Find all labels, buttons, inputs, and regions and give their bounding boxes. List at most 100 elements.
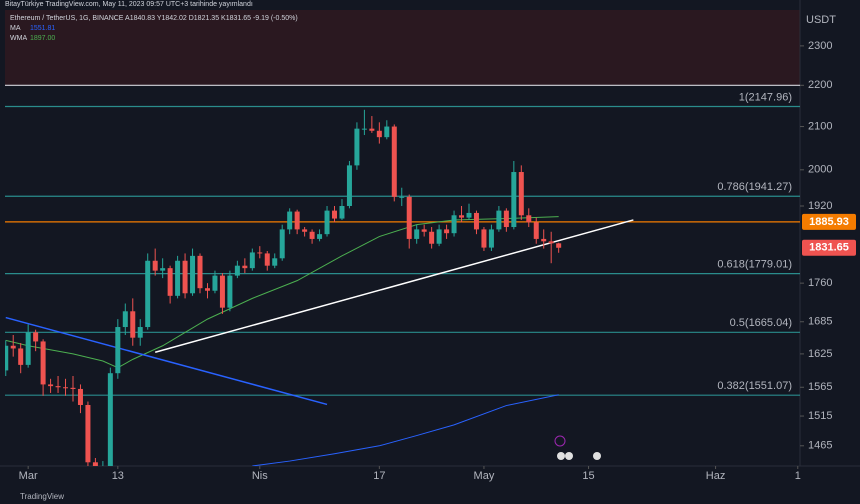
x-tick-label: 1: [795, 470, 801, 482]
candle-body: [48, 384, 54, 387]
candle-body: [227, 275, 233, 308]
candle-body: [488, 229, 494, 248]
x-tick-label: 15: [582, 470, 594, 482]
candle-body: [10, 345, 16, 349]
candle-body: [444, 229, 450, 234]
candle-body: [503, 210, 509, 228]
candle-body: [339, 205, 345, 219]
candle-body: [115, 327, 121, 374]
y-tick-label: 1515: [808, 410, 832, 422]
y-tick-label: 1565: [808, 381, 832, 393]
candle-body: [130, 311, 136, 338]
candle-body: [18, 348, 24, 365]
candle-body: [5, 345, 9, 371]
candle-body: [399, 196, 405, 198]
y-tick-label: 1920: [808, 200, 832, 212]
candle-body: [219, 275, 225, 308]
candle-body: [234, 265, 240, 276]
candle-body: [466, 212, 472, 218]
candle-body: [249, 252, 255, 269]
candle-body: [137, 327, 143, 338]
candle-body: [376, 130, 382, 138]
candle-body: [85, 404, 91, 463]
candle-body: [429, 231, 435, 244]
indicator-value: 1897.00: [30, 35, 55, 42]
candle-body: [167, 268, 173, 296]
candle-body: [406, 196, 412, 239]
candle-body: [70, 387, 76, 389]
plot: 1(2147.96) 0.786(1941.27) 0.618(1779.01) 0.…: [5, 84, 800, 473]
candle-body: [242, 265, 248, 269]
candle-body: [324, 210, 330, 235]
candle-body: [548, 241, 554, 244]
y-tick-label: 1760: [808, 277, 832, 289]
candle-body: [481, 229, 487, 248]
y-tick-label: 1465: [808, 440, 832, 452]
candle-body: [309, 231, 315, 239]
candle-body: [204, 288, 210, 291]
candle-body: [414, 229, 420, 239]
candle-body: [197, 255, 203, 289]
candle-body: [302, 229, 308, 232]
candle-body: [152, 260, 158, 271]
candle-body: [182, 260, 188, 294]
indicator-value: 1551.81: [30, 25, 55, 32]
indicator-name: WMA: [10, 35, 27, 42]
candle-body: [160, 268, 166, 271]
candle-body: [556, 243, 562, 248]
candle-body: [145, 260, 151, 328]
level-label: 0.382(1551.07): [717, 380, 792, 392]
x-tick-label: Nis: [252, 470, 268, 482]
candle-body: [287, 211, 293, 230]
candle-body: [384, 126, 390, 138]
candle-body: [346, 165, 352, 206]
price-tag-label: 1885.93: [809, 216, 849, 228]
x-tick-label: Mar: [19, 470, 38, 482]
y-tick-label: 2300: [808, 40, 832, 52]
candle-body: [317, 234, 323, 239]
candle-body: [473, 212, 479, 230]
candle-body: [279, 229, 285, 259]
price-tag-label: 1831.65: [809, 242, 849, 254]
candle-body: [533, 222, 539, 239]
x-tick-label: May: [474, 470, 495, 482]
trendline: [5, 316, 328, 406]
currency: USDT: [806, 14, 836, 26]
price-tag: [802, 239, 856, 256]
candle-body: [332, 210, 338, 219]
price-tag: [802, 213, 856, 230]
level-label: 0.5(1665.04): [730, 317, 792, 329]
candle-body: [518, 172, 524, 216]
chart-title: Ethereum / TetherUS, 1G, BINANCE A1840.8…: [10, 15, 298, 22]
candle-body: [264, 253, 270, 266]
candle-body: [421, 229, 427, 232]
candle-body: [40, 341, 46, 385]
candle-body: [526, 215, 532, 223]
candle-body: [33, 332, 39, 342]
candle-body: [77, 388, 83, 405]
candle-body: [212, 275, 218, 291]
level-label: 1(2147.96): [739, 91, 792, 103]
indicator-line: [252, 394, 559, 466]
candle-body: [257, 252, 263, 254]
candle-body: [55, 386, 61, 388]
candle-body: [541, 238, 547, 242]
event-icons: [554, 435, 601, 460]
published-note: BitayTürkiye TradingView.com, May 11, 20…: [5, 1, 253, 8]
candle-body: [100, 467, 105, 473]
candle-body: [272, 258, 278, 266]
candle-body: [436, 229, 442, 244]
candle-body: [190, 255, 196, 294]
candle-body: [511, 172, 517, 228]
candle-body: [107, 373, 113, 466]
candle-body: [175, 260, 181, 296]
y-tick-label: 2100: [808, 120, 832, 132]
y-tick-label: 2200: [808, 79, 832, 91]
candle-body: [459, 215, 465, 218]
x-tick-label: Haz: [706, 470, 726, 482]
x-tick-label: 17: [373, 470, 385, 482]
candle-body: [361, 128, 367, 130]
candle-body: [63, 387, 69, 389]
y-tick-label: 2000: [808, 164, 832, 176]
